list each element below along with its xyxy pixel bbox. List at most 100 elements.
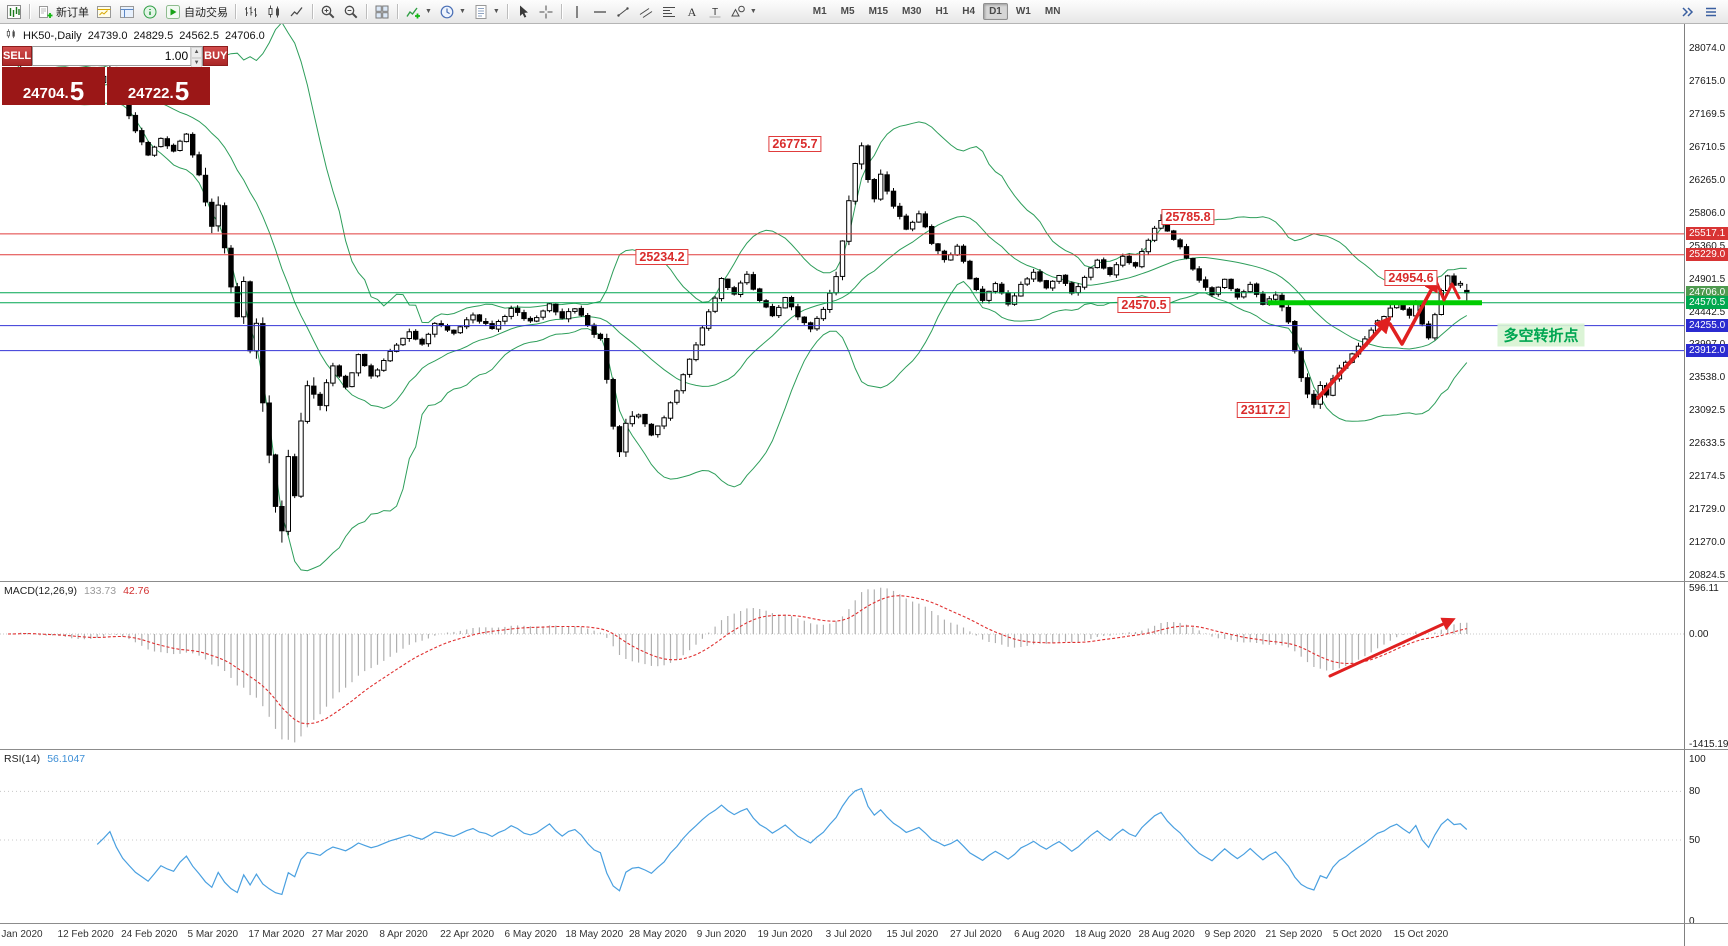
lot-size-input[interactable] (33, 47, 191, 65)
timeframe-m15-button[interactable]: M15 (868, 6, 889, 17)
candlestick-chart-type-icon[interactable] (263, 2, 285, 22)
chart-window-icon[interactable] (3, 2, 25, 22)
macd-axis-tick: 0.00 (1689, 629, 1709, 640)
panel-separator[interactable] (0, 749, 1728, 750)
navigator-icon[interactable] (139, 2, 161, 22)
hline-glyph (593, 10, 606, 13)
rsi-canvas[interactable] (0, 750, 1684, 924)
market-watch-icon[interactable] (93, 2, 115, 22)
new-order-button-label: 新订单 (56, 6, 89, 19)
toolbar-left-group: 新订单 自动交易 ▼ ▼ ▼ A T ▼ (3, 2, 760, 22)
time-axis-label: 5 Oct 2020 (1332, 929, 1382, 940)
macd-canvas[interactable] (0, 582, 1684, 750)
indicators-glyph (406, 7, 420, 18)
zoom-in-icon[interactable] (317, 2, 339, 22)
cursor-icon[interactable] (512, 2, 534, 22)
crosshair-icon[interactable] (535, 2, 557, 22)
timeframe-m5-button[interactable]: M5 (840, 6, 855, 17)
indicators-icon[interactable]: ▼ (402, 2, 435, 22)
time-axis-label: 8 Apr 2020 (379, 929, 428, 940)
horizontal-line-icon[interactable] (589, 2, 611, 22)
svg-text:T: T (712, 7, 718, 18)
ohlc-close: 24706.0 (224, 29, 265, 42)
toolbar-separator (312, 4, 313, 19)
zoom-out-glyph (344, 5, 358, 18)
toolbar-overflow-button[interactable] (1676, 2, 1698, 22)
price-axis-tick: 27169.5 (1689, 108, 1726, 120)
templates-glyph (475, 4, 487, 19)
shapes-glyph (730, 5, 745, 16)
top-toolbar: 新订单 自动交易 ▼ ▼ ▼ A T ▼ M1 M5 M15 M30 H1 H4 D1 W1 MN (0, 0, 1728, 24)
buy-button[interactable]: BUY (203, 46, 229, 66)
toolbar-separator (560, 4, 562, 19)
macd-main-value: 133.73 (83, 585, 117, 597)
timeframe-d1-button[interactable]: D1 (983, 3, 1008, 20)
trendline-glyph (617, 6, 629, 17)
timeframe-m1-button[interactable]: M1 (812, 6, 827, 17)
vertical-line-icon[interactable] (566, 2, 588, 22)
trendline-icon[interactable] (612, 2, 634, 22)
shapes-icon[interactable]: ▼ (727, 2, 760, 22)
time-axis-label: 27 Mar 2020 (311, 929, 369, 940)
time-axis-label: 19 Jun 2020 (757, 929, 813, 940)
toolbar-separator (506, 4, 508, 19)
main-chart-canvas[interactable] (0, 24, 1684, 582)
channel-icon[interactable] (635, 2, 657, 22)
rsi-line (96, 787, 1468, 896)
crosshair-glyph (539, 5, 553, 18)
rsi-name: RSI(14) (4, 753, 41, 765)
timeframe-h1-button[interactable]: H1 (935, 6, 949, 17)
svg-text:A: A (687, 5, 696, 19)
time-axis-label: 24 Feb 2020 (121, 929, 178, 940)
timeframe-group: M1 M5 M15 M30 H1 H4 D1 W1 MN (806, 3, 1068, 20)
periods-icon[interactable]: ▼ (436, 2, 469, 22)
panel-separator[interactable] (0, 581, 1728, 582)
text-icon[interactable]: A (681, 2, 703, 22)
timeframe-h4-button[interactable]: H4 (962, 6, 976, 17)
price-axis-tick: 23538.0 (1689, 372, 1726, 384)
rsi-indicator-label: RSI(14) 56.1047 (4, 753, 85, 765)
timeframe-m30-button[interactable]: M30 (902, 6, 922, 17)
price-level-badge: 25517.1 (1686, 227, 1728, 241)
line-chart-type-icon[interactable] (286, 2, 308, 22)
label-glyph: T (709, 7, 721, 18)
templates-icon[interactable]: ▼ (470, 2, 503, 22)
candles (5, 64, 1470, 543)
time-axis-label: 22 Apr 2020 (440, 929, 495, 940)
one-click-trading-panel: SELL ▲ ▼ BUY 24704.5 24722.5 (2, 46, 229, 105)
toolbar-menu-button[interactable] (1700, 2, 1722, 22)
buy-price-int: 24722. (127, 84, 174, 102)
sell-button[interactable]: SELL (2, 46, 33, 66)
dropdown-caret-icon: ▼ (492, 8, 500, 15)
data-window-icon[interactable] (116, 2, 138, 22)
price-level-badge: 24255.0 (1686, 319, 1728, 333)
macd-trend-arrow (1328, 617, 1456, 678)
time-axis-label: 9 Sep 2020 (1204, 929, 1256, 940)
new-order-button[interactable]: 新订单 (34, 2, 92, 22)
autotrading-button[interactable]: 自动交易 (162, 2, 231, 22)
zoom-out-icon[interactable] (340, 2, 362, 22)
price-axis-tick: 25360.5 (1689, 240, 1726, 252)
zoom-in-glyph (321, 5, 335, 18)
fibonacci-icon[interactable] (658, 2, 680, 22)
dropdown-caret-icon: ▼ (425, 8, 432, 15)
price-level-badge: 24570.5 (1686, 296, 1728, 310)
rsi-axis-tick: 100 (1689, 753, 1706, 765)
label-icon[interactable]: T (704, 2, 726, 22)
rsi-value: 56.1047 (47, 753, 86, 765)
time-axis[interactable]: Jan 2020 12 Feb 2020 24 Feb 2020 5 Mar 2020… (0, 924, 1684, 946)
price-axis-tick: 24901.5 (1689, 273, 1726, 285)
time-axis-label: Jan 2020 (1, 929, 43, 940)
buy-price-display[interactable]: 24722. 5 (107, 67, 210, 105)
price-axis[interactable]: 28074.0 27615.0 27169.5 26710.5 26265.0 25806… (1684, 24, 1728, 946)
tile-windows-icon[interactable] (371, 2, 393, 22)
sell-price-display[interactable]: 24704. 5 (2, 67, 105, 105)
bar-chart-type-icon[interactable] (240, 2, 262, 22)
timeframe-mn-button[interactable]: MN (1044, 6, 1061, 17)
lot-increase-button[interactable]: ▲ (191, 47, 203, 58)
data-window-glyph (120, 5, 134, 18)
new-order-glyph (39, 5, 53, 18)
panel-separator[interactable] (0, 923, 1728, 924)
rsi-level-lines (0, 790, 1684, 841)
timeframe-w1-button[interactable]: W1 (1015, 6, 1031, 17)
